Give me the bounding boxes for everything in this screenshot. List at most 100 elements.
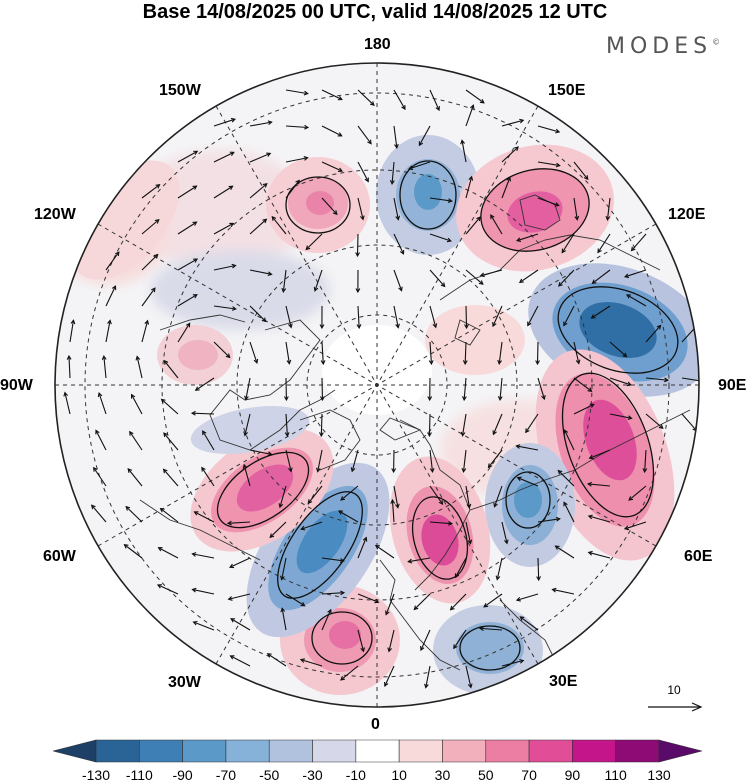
wind-vector: [249, 449, 272, 455]
wind-vector-head: [390, 498, 396, 504]
wind-vector: [340, 665, 359, 681]
wind-vector: [177, 294, 198, 307]
wind-vector: [429, 305, 437, 328]
wind-vector: [429, 521, 452, 525]
wind-vector: [177, 221, 197, 235]
wind-vector: [129, 431, 143, 451]
wind-vector: [249, 305, 267, 322]
wind-vector: [229, 557, 251, 568]
wind-vector: [391, 500, 395, 523]
wind-vector: [425, 665, 431, 688]
wind-vector: [453, 629, 467, 649]
negative-anomaly-mediterranean: [190, 405, 310, 455]
wind-vector: [249, 152, 271, 163]
lon-label-0: 0: [371, 716, 380, 733]
wind-vector: [609, 341, 627, 357]
wind-vector: [519, 616, 539, 631]
brand-logo: MODES©: [606, 34, 721, 59]
wind-vector-head: [583, 175, 589, 181]
wind-vector: [141, 254, 159, 271]
wind-vector: [281, 608, 287, 631]
wind-vector: [591, 305, 611, 319]
wind-vector-head: [242, 463, 248, 469]
wind-vector: [413, 593, 431, 610]
wind-vector: [105, 251, 120, 271]
wind-vector-head: [374, 544, 380, 550]
colorbar-tick-label: -130: [82, 767, 110, 783]
wind-vector: [161, 398, 179, 415]
wind-vector-head: [589, 403, 595, 408]
wind-vector-head: [574, 215, 580, 221]
wind-vector-head: [318, 432, 324, 438]
wind-vector-head: [519, 616, 525, 621]
wind-vector-head: [155, 184, 161, 189]
wind-vector-head: [561, 248, 566, 254]
wind-vector: [91, 504, 107, 523]
wind-vector: [465, 216, 481, 235]
wind-vector-head: [123, 544, 129, 549]
wind-vector-head: [413, 605, 419, 611]
wind-vector: [537, 557, 540, 581]
wind-vector-head: [588, 454, 594, 460]
wind-vector-head: [448, 521, 454, 526]
wind-vector: [68, 355, 71, 379]
wind-vector-head: [435, 106, 440, 112]
wind-vector: [64, 392, 71, 415]
wind-vector-head: [230, 117, 237, 123]
wind-vector-head: [427, 396, 433, 402]
wind-vector: [609, 413, 632, 419]
wind-vector-head: [267, 120, 273, 126]
wind-vector: [357, 537, 367, 559]
wind-vector: [249, 341, 258, 364]
wind-vector: [388, 629, 395, 652]
wind-vector-head: [97, 392, 103, 398]
wind-vector-head: [385, 610, 390, 616]
wind-vector-head: [623, 525, 630, 531]
wind-vector: [393, 233, 404, 255]
wind-vector-head: [395, 215, 401, 221]
wind-vector-head: [554, 202, 560, 207]
wind-vector: [307, 485, 323, 504]
wind-vector: [429, 89, 440, 111]
wind-vector-head: [469, 104, 475, 110]
wind-vector: [631, 233, 647, 251]
wind-vector: [496, 557, 503, 580]
wind-vector: [69, 320, 75, 343]
wind-vector: [525, 413, 539, 433]
wind-vector-head: [519, 658, 525, 664]
wind-vector: [681, 377, 699, 382]
wind-vector-head: [626, 294, 632, 299]
wind-vector-head: [587, 514, 593, 520]
wind-vector: [517, 477, 539, 487]
graticule: [55, 63, 699, 707]
wind-vector-head: [327, 608, 332, 614]
wind-vector: [563, 305, 575, 326]
wind-vector: [281, 557, 287, 580]
wind-vector-head: [516, 476, 522, 482]
colorbar-tick-label: -30: [302, 767, 322, 783]
wind-vector: [573, 161, 589, 180]
wind-vector-head: [467, 539, 473, 545]
wind-vector: [537, 161, 560, 167]
wind-vector: [588, 483, 611, 487]
wind-vector: [519, 269, 539, 283]
wind-vector: [537, 518, 560, 523]
wind-vector-head: [360, 647, 365, 653]
wind-vector: [230, 655, 251, 667]
wind-vector-head: [555, 516, 561, 522]
wind-vector-head: [479, 272, 485, 278]
wind-vector: [624, 269, 647, 278]
wind-vector: [285, 89, 308, 95]
wind-vector: [285, 413, 288, 436]
wind-vector-head: [536, 576, 541, 582]
wind-vector: [393, 197, 399, 220]
wind-vector-head: [535, 360, 540, 366]
wind-vector-head: [305, 245, 311, 251]
wind-vector-head: [253, 358, 259, 364]
wind-vector-head: [153, 253, 159, 259]
wind-vector: [465, 176, 473, 199]
wind-vector: [465, 105, 474, 127]
colorbar-swatch: [225, 739, 270, 763]
wind-vector: [351, 449, 359, 472]
wind-vector-head: [194, 386, 200, 391]
